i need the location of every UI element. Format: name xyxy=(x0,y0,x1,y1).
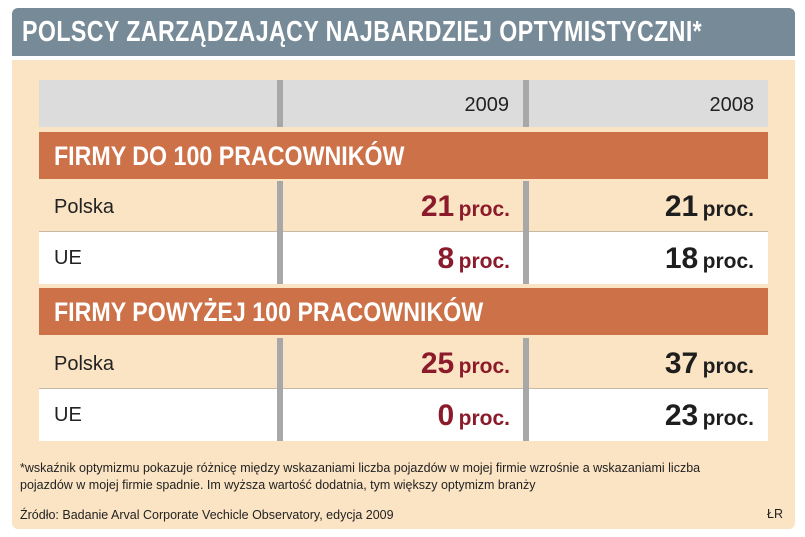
footnote-line: pojazdów w mojej firmie spadnie. Im wyżs… xyxy=(20,478,536,492)
value-cell-2008: 18 proc. xyxy=(535,233,754,290)
column-separator xyxy=(277,181,283,284)
header-blank-cell xyxy=(39,80,277,127)
value-number: 8 xyxy=(437,242,455,275)
table-row: Polska xyxy=(39,181,768,231)
value-number: 21 xyxy=(420,190,455,223)
value-number: 37 xyxy=(664,347,699,380)
value-cell-2009: 8 proc. xyxy=(290,233,510,290)
column-header-2009: 2009 xyxy=(464,94,510,116)
value-cell-2008: 21 proc. xyxy=(535,181,754,238)
value-unit: proc. xyxy=(458,250,510,273)
value-cell-2009: 21 proc. xyxy=(290,181,510,238)
section-label: FIRMY POWYŻEJ 100 PRACOWNIKÓW xyxy=(54,297,484,327)
section-label: FIRMY DO 100 PRACOWNIKÓW xyxy=(54,141,405,171)
row-label: UE xyxy=(54,404,82,426)
row-label: Polska xyxy=(54,196,115,218)
value-unit: proc. xyxy=(702,407,754,430)
column-separator xyxy=(523,80,529,127)
value-number: 18 xyxy=(664,242,699,275)
author-credit: ŁR xyxy=(767,507,783,521)
value-unit: proc. xyxy=(702,250,754,273)
value-cell-2009: 25 proc. xyxy=(290,338,510,395)
value-number: 25 xyxy=(420,347,455,380)
header-cell-2008 xyxy=(529,80,768,127)
header-cell-2009 xyxy=(283,80,523,127)
value-unit: proc. xyxy=(458,355,510,378)
value-cell-2008: 37 proc. xyxy=(535,338,754,395)
value-number: 21 xyxy=(664,190,699,223)
row-divider xyxy=(39,231,768,232)
row-label: UE xyxy=(54,247,82,269)
value-unit: proc. xyxy=(458,407,510,430)
footnote-line: *wskaźnik optymizmu pokazuje różnicę mię… xyxy=(20,461,701,475)
column-header-2008: 2008 xyxy=(709,94,755,116)
title-bar: POLSCY ZARZĄDZAJĄCY NAJBARDZIEJ OPTYMIST… xyxy=(12,8,795,56)
value-unit: proc. xyxy=(458,198,510,221)
column-separator xyxy=(277,338,283,441)
column-separator xyxy=(277,80,283,127)
source-note: Źródło: Badanie Arval Corporate Vechicle… xyxy=(20,508,394,522)
value-number: 0 xyxy=(437,399,455,432)
value-cell-2009: 0 proc. xyxy=(290,390,510,447)
column-separator xyxy=(523,338,529,441)
table-row: UE xyxy=(39,389,768,441)
value-unit: proc. xyxy=(702,355,754,378)
chart-title: POLSCY ZARZĄDZAJĄCY NAJBARDZIEJ OPTYMIST… xyxy=(22,16,703,48)
row-divider xyxy=(39,388,768,389)
row-label: Polska xyxy=(54,353,115,375)
value-unit: proc. xyxy=(702,198,754,221)
section-header-small-firms: FIRMY DO 100 PRACOWNIKÓW xyxy=(39,132,768,179)
section-header-large-firms: FIRMY POWYŻEJ 100 PRACOWNIKÓW xyxy=(39,288,768,335)
table-row: UE xyxy=(39,232,768,284)
value-number: 23 xyxy=(664,399,699,432)
column-separator xyxy=(523,181,529,284)
table-row: Polska xyxy=(39,338,768,388)
value-cell-2008: 23 proc. xyxy=(535,390,754,447)
